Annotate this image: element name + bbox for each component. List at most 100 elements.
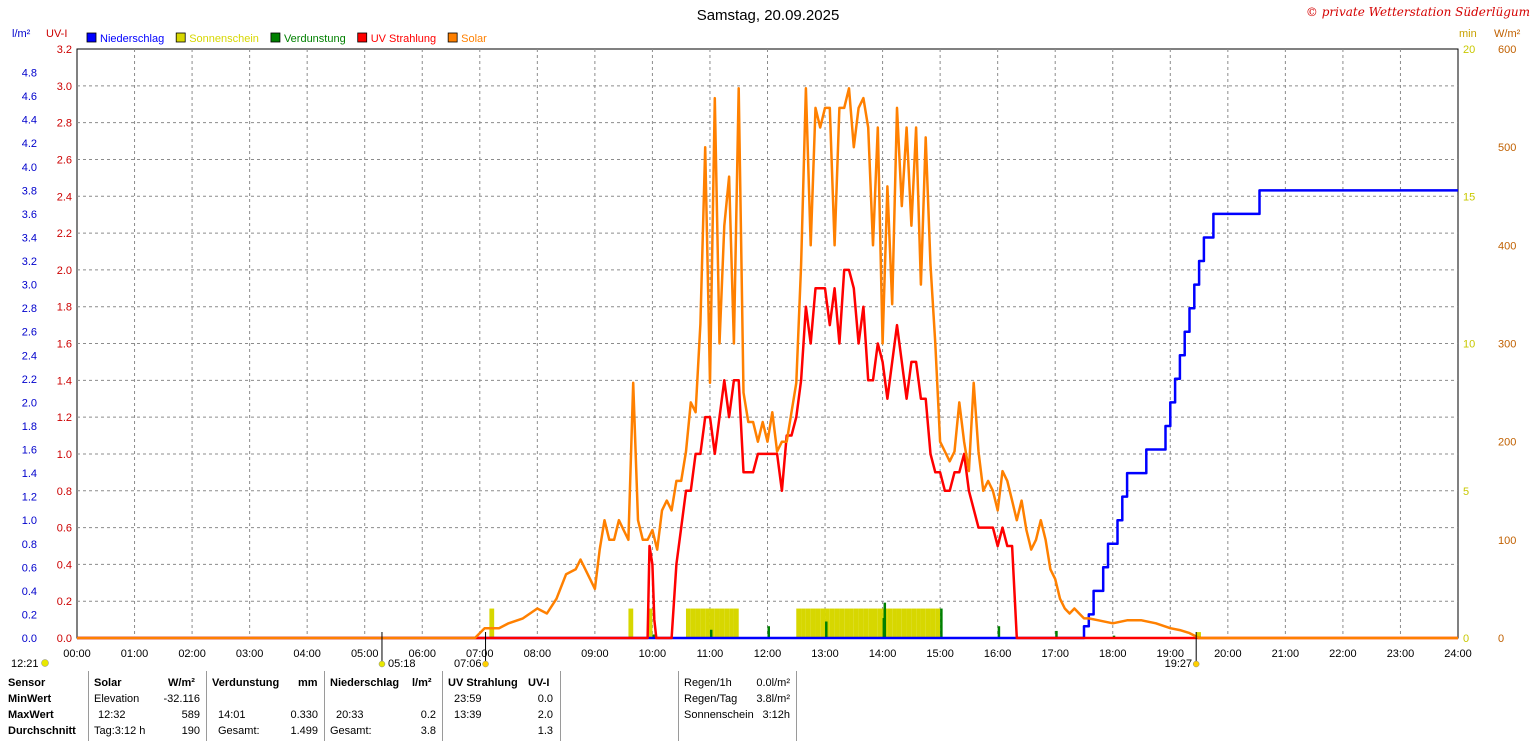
time-markers: 12:21 05:18 07:06 19:27 [11, 632, 1200, 670]
col-divider [442, 671, 443, 741]
x-tick-label: 11:00 [697, 648, 724, 660]
header-sensor: Sensor [8, 677, 46, 689]
header-uv: UV Strahlung [448, 677, 518, 689]
sunshine-bar [887, 608, 893, 638]
evaporation-bar [1055, 630, 1058, 638]
evaporation-bar [652, 634, 655, 638]
sunshine-bar [628, 608, 634, 638]
sunshine-bar [685, 608, 691, 638]
precip-tick-label: 0.6 [22, 562, 37, 574]
header-uv-unit: UV-I [528, 677, 550, 689]
stats-table: Sensor Solar W/m² Verdunstung mm Nieders… [0, 671, 800, 741]
x-tick-label: 19:00 [1157, 648, 1185, 660]
weather-chart: Samstag, 20.09.2025 © private Wetterstat… [11, 5, 1530, 670]
precip-tick-label: 1.2 [22, 492, 37, 504]
avg-evap-label: Gesamt: [218, 725, 260, 737]
max-solar-time: 12:32 [98, 709, 126, 721]
sunshine-bar [801, 608, 806, 638]
legend-swatch [447, 32, 458, 43]
x-tick-label: 16:00 [984, 648, 1012, 660]
evaporation-bar [767, 626, 770, 638]
max-solar-value: 589 [181, 709, 200, 721]
summary-sunshine-value: 3:12h [762, 709, 790, 721]
precipitation-line [77, 189, 1458, 640]
sunshine-bar [705, 608, 710, 638]
uv-tick-label: 2.8 [57, 118, 72, 130]
sunshine-bar [863, 608, 869, 638]
sunshine-tick-label: 15 [1463, 191, 1475, 203]
avg-evap-value: 1.499 [290, 725, 318, 737]
sunshine-bar [834, 608, 840, 638]
x-tick-label: 23:00 [1387, 648, 1415, 660]
uv-tick-label: 3.0 [57, 81, 72, 93]
sunshine-bar [911, 608, 917, 638]
col-divider [88, 671, 89, 741]
sunshine-bar [695, 608, 701, 638]
uv-tick-label: 1.2 [57, 412, 72, 424]
sunshine-bar [877, 608, 883, 638]
evaporation-bar [997, 626, 1001, 638]
moon-icon [41, 659, 49, 667]
solar-tick-label: 400 [1498, 240, 1516, 252]
precip-tick-label: 3.6 [22, 209, 37, 221]
precip-tick-label: 4.2 [22, 138, 37, 150]
precip-tick-label: 3.2 [22, 256, 37, 268]
uv-tick-label: 0.6 [57, 523, 72, 535]
uv-tick-label: 1.0 [57, 449, 72, 461]
uv-tick-label: 2.6 [57, 154, 72, 166]
sunshine-bar [690, 608, 696, 638]
x-tick-label: 06:00 [408, 648, 436, 660]
x-tick-label: 12:00 [754, 648, 782, 660]
bar-layer [489, 602, 1201, 638]
header-solar: Solar [94, 677, 122, 689]
precip-tick-label: 0.8 [22, 539, 37, 551]
summary-rain-day-label: Regen/Tag [684, 693, 738, 705]
uv-tick-label: 3.2 [57, 44, 72, 56]
x-tick-label: 18:00 [1099, 648, 1127, 660]
avg-precip-value: 3.8 [420, 725, 436, 737]
solar-tick-label: 200 [1498, 437, 1516, 449]
header-precip: Niederschlag [330, 677, 400, 689]
sunshine-bar [829, 608, 835, 638]
x-tick-label: 15:00 [926, 648, 954, 660]
min-uv-time: 23:59 [454, 693, 482, 705]
col-divider [796, 671, 797, 741]
uv-tick-label: 2.4 [57, 191, 72, 203]
evaporation-bar [825, 621, 828, 638]
x-tick-label: 20:00 [1214, 648, 1242, 660]
x-tick-label: 04:00 [293, 648, 321, 660]
marker-time-label: 19:27 [1165, 658, 1193, 670]
precip-tick-label: 2.0 [22, 397, 37, 409]
sunshine-bar [796, 608, 802, 638]
sunshine-bar [872, 608, 878, 638]
solar-tick-label: 600 [1498, 44, 1516, 56]
sunrise-icon [482, 660, 489, 668]
sunshine-tick-label: 5 [1463, 486, 1469, 498]
sunset-icon [1192, 660, 1200, 668]
precip-tick-label: 3.4 [22, 232, 37, 244]
sunshine-tick-label: 10 [1463, 339, 1475, 351]
sunshine-bar [700, 608, 706, 638]
header-precip-unit: l/m² [412, 677, 432, 689]
x-tick-label: 17:00 [1041, 648, 1069, 660]
max-evap-value: 0.330 [290, 709, 318, 721]
sunshine-bar [916, 608, 921, 638]
header-evap-unit: mm [298, 677, 318, 689]
marker-time-label: 05:18 [388, 658, 416, 670]
max-uv-time: 13:39 [454, 709, 482, 721]
precip-tick-label: 4.0 [22, 162, 37, 174]
precip-tick-label: 4.8 [22, 68, 37, 80]
col-divider [324, 671, 325, 741]
precip-tick-label: 2.6 [22, 327, 37, 339]
precip-tick-label: 2.2 [22, 374, 37, 386]
col-divider [678, 671, 679, 741]
sunshine-bar [849, 608, 854, 638]
x-tick-label: 03:00 [236, 648, 264, 660]
legend-label: Solar [461, 33, 487, 45]
sunshine-bar [647, 608, 653, 638]
x-tick-label: 22:00 [1329, 648, 1357, 660]
solar-line [77, 87, 1458, 640]
left-inner-unit: UV-I [46, 28, 67, 40]
precip-tick-label: 1.6 [22, 445, 37, 457]
sunshine-bar [925, 608, 931, 638]
